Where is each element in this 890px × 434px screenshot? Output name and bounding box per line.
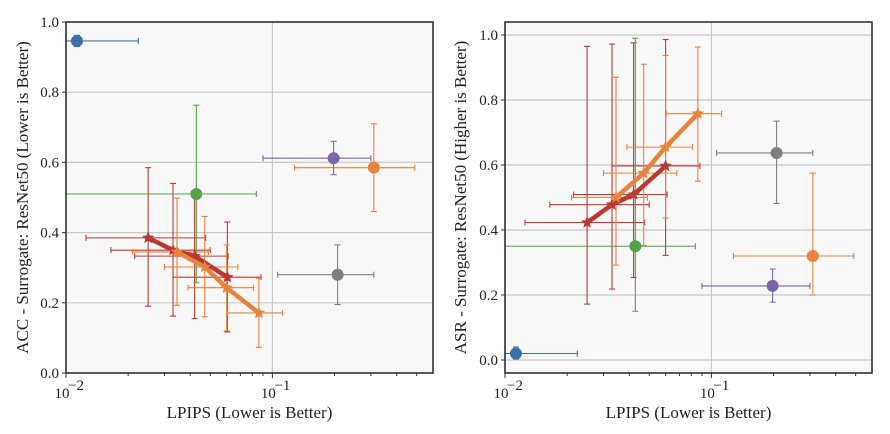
- xtick-exponent: −2: [68, 378, 84, 394]
- circle-marker: [629, 240, 642, 253]
- xtick-label: 10: [700, 386, 715, 402]
- circle-marker: [770, 146, 783, 159]
- ytick-label: 0.6: [40, 155, 59, 171]
- star-marker: [170, 245, 184, 258]
- ytick-label: 0.2: [40, 296, 59, 312]
- circle-marker: [806, 250, 819, 262]
- star-marker: [659, 140, 672, 153]
- circle-marker: [327, 152, 340, 165]
- circle-marker: [331, 268, 344, 281]
- ytick-label: 1.0: [479, 28, 498, 44]
- star-marker: [142, 231, 155, 244]
- star-marker: [637, 166, 650, 179]
- ytick-label: 0.2: [479, 288, 498, 304]
- plot-marks: [66, 34, 416, 348]
- ytick-label: 0.0: [479, 353, 498, 369]
- ytick-label: 0.6: [479, 158, 498, 174]
- ytick-label: 0.4: [40, 226, 59, 242]
- y-axis-label: ASR - Surrogate: ResNet50 (Higher is Bet…: [451, 41, 470, 355]
- ytick-label: 0.8: [479, 93, 498, 109]
- axes-frame: [504, 21, 873, 374]
- series-line-orange-stars: [613, 111, 701, 200]
- star-marker: [659, 159, 672, 172]
- ytick-label: 0.0: [40, 366, 59, 382]
- xtick-label: 10: [494, 386, 509, 402]
- circle-marker: [190, 187, 203, 200]
- star-marker: [221, 270, 234, 283]
- xtick-label: 10: [261, 386, 276, 402]
- axes-frame: [65, 21, 434, 374]
- plot-area: [66, 22, 433, 373]
- ytick-label: 0.4: [479, 223, 498, 239]
- xtick-exponent: −2: [507, 378, 523, 394]
- star-marker: [627, 188, 640, 200]
- star-marker: [691, 107, 705, 119]
- star-marker: [220, 281, 233, 293]
- star-marker: [609, 191, 623, 203]
- series-line-orange-stars: [174, 249, 262, 316]
- ytick-label: 1.0: [40, 15, 59, 31]
- x-axis-label: LPIPS (Lower is Better): [606, 403, 772, 422]
- ytick-label: 0.8: [40, 85, 59, 101]
- circle-marker: [766, 279, 779, 292]
- circle-marker: [509, 347, 522, 360]
- circle-marker: [367, 161, 380, 174]
- xtick-label: 10: [55, 386, 70, 402]
- xtick-exponent: −1: [274, 378, 290, 394]
- xtick-exponent: −1: [713, 378, 729, 394]
- plot-area: [505, 22, 872, 373]
- circle-marker: [70, 34, 83, 47]
- y-axis-label: ACC - Surrogate: ResNet50 (Lower is Bett…: [13, 41, 32, 354]
- x-axis-label: LPIPS (Lower is Better): [167, 403, 333, 422]
- star-marker: [581, 216, 594, 228]
- plot-marks: [505, 37, 855, 360]
- star-marker: [252, 306, 266, 319]
- series-line-red-stars: [584, 163, 668, 225]
- star-marker: [605, 198, 619, 210]
- star-marker: [198, 260, 211, 273]
